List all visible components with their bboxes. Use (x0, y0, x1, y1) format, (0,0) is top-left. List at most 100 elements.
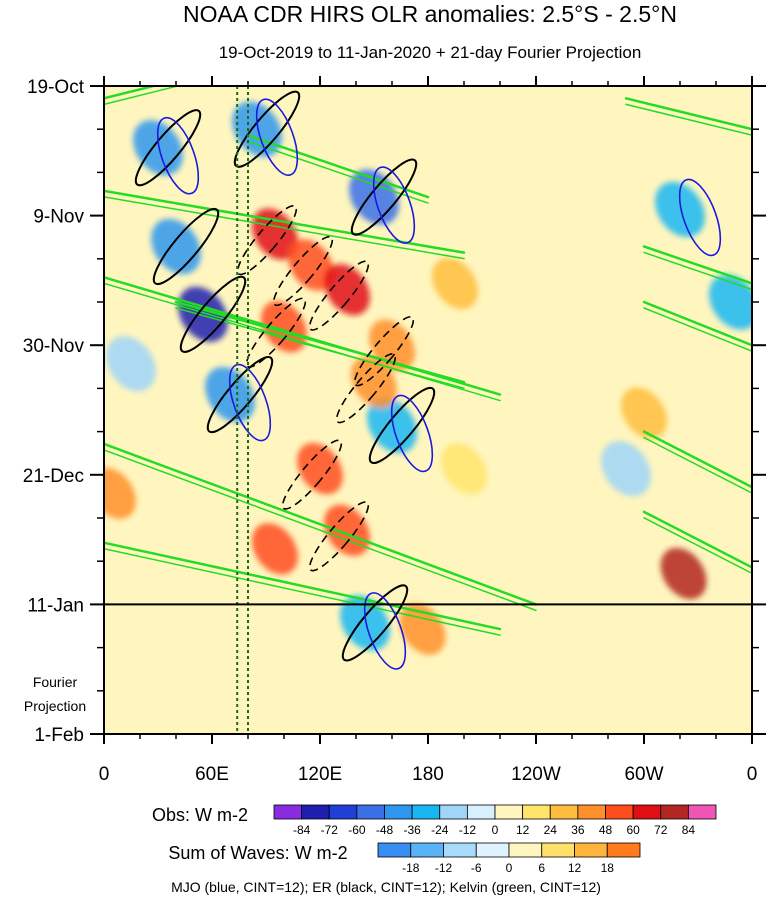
obs-colorbar-swatch (384, 804, 413, 820)
kelvin-contour (174, 300, 466, 384)
y-tick-label: 1-Feb (34, 725, 84, 746)
er-contour (206, 356, 274, 434)
waves-colorbar-swatch (475, 842, 510, 858)
er-contour (236, 205, 298, 276)
waves-colorbar-swatch (508, 842, 543, 858)
positive-anomaly-blob (441, 442, 487, 495)
x-tick-label: 180 (412, 764, 444, 785)
negative-anomaly-blob (133, 120, 183, 176)
waves-colorbar: -18 -12 -6 0 6 12 18 (377, 842, 641, 875)
kelvin-contour (104, 196, 465, 260)
obs-colorbar-swatch (301, 804, 330, 820)
waves-colorbar-label: Sum of Waves: W m-2 (168, 843, 347, 863)
y-tick-label: 19-Oct (27, 77, 85, 98)
obs-colorbar-swatch (549, 804, 579, 820)
obs-colorbar-swatch (660, 804, 689, 820)
negative-anomaly-blob (601, 441, 651, 497)
kelvin-contour (104, 442, 538, 606)
obs-colorbar-level-label: -24 (431, 823, 449, 837)
negative-anomaly-blob (655, 181, 705, 238)
kelvin-contour (643, 436, 752, 494)
obs-colorbar-level-label: 84 (682, 823, 696, 837)
kelvin-contour (643, 307, 752, 352)
wave-contours (104, 86, 752, 670)
obs-colorbar-swatch (411, 804, 441, 820)
kelvin-contour (246, 134, 430, 199)
er-contour (179, 275, 247, 353)
negative-anomaly-blob (151, 218, 201, 275)
waves-colorbar-level-label: -6 (471, 861, 482, 875)
kelvin-contour (104, 86, 181, 106)
er-contour (335, 353, 397, 424)
waves-colorbar-level-label: -12 (435, 861, 453, 875)
er-contour (152, 207, 220, 286)
mjo-contour (255, 98, 299, 176)
negative-anomaly-blob (205, 366, 255, 423)
obs-colorbar-swatch (632, 804, 662, 820)
waves-colorbar-level-label: 0 (506, 861, 513, 875)
obs-colorbar-swatch (522, 804, 551, 820)
obs-colorbar-level-label: 60 (626, 823, 640, 837)
reference-lines (236, 86, 249, 734)
waves-colorbar-swatch (377, 842, 412, 858)
chart-title: NOAA CDR HIRS OLR anomalies: 2.5°S - 2.5… (183, 1, 677, 27)
er-contour (134, 109, 202, 187)
obs-colorbar-level-label: -60 (348, 823, 366, 837)
obs-colorbar-swatch (439, 804, 468, 820)
x-tick-label: 120W (511, 764, 561, 785)
obs-colorbar-level-label: 0 (492, 823, 499, 837)
obs-colorbar: -84 -72 -60 -48 -36 -24 -12 0 12 24 36 48 60 72 84 (273, 804, 717, 837)
er-contour (272, 235, 334, 307)
positive-anomaly-blob (324, 504, 370, 556)
kelvin-contour (104, 282, 501, 402)
negative-anomaly-blob (178, 286, 228, 342)
er-contour (281, 439, 343, 510)
obs-colorbar-swatch (494, 804, 524, 820)
kelvin-contour (642, 430, 752, 489)
kelvin-contour (104, 86, 159, 100)
obs-colorbar-swatch (328, 804, 358, 820)
positive-anomaly-blob (104, 467, 136, 519)
kelvin-contour (247, 140, 429, 204)
x-tick-label: 0 (99, 764, 110, 785)
obs-colorbar-level-label: -84 (293, 823, 311, 837)
obs-colorbar-label: Obs: W m-2 (152, 805, 248, 825)
positive-anomaly-blob (324, 264, 370, 316)
waves-colorbar-level-label: 12 (568, 861, 582, 875)
kelvin-contour (643, 517, 752, 575)
waves-colorbar-swatch (606, 842, 641, 858)
obs-colorbar-swatch (466, 804, 496, 820)
positive-anomaly-blob (351, 356, 397, 408)
er-contour (245, 297, 307, 368)
mjo-contour (390, 394, 434, 473)
kelvin-contour (104, 541, 502, 631)
x-tick-label: 60W (624, 764, 663, 785)
er-contour (368, 386, 436, 464)
y-tick-label: 9-Nov (33, 207, 84, 228)
mjo-contour (678, 178, 722, 257)
anomaly-field (104, 101, 752, 655)
positive-anomaly-blob (432, 257, 478, 310)
obs-colorbar-level-label: 24 (544, 823, 558, 837)
er-contour (308, 501, 370, 572)
obs-colorbar-swatch (687, 804, 717, 820)
obs-colorbar-level-label: 48 (599, 823, 613, 837)
obs-colorbar-level-label: -48 (376, 823, 394, 837)
chart-subtitle: 19-Oct-2019 to 11-Jan-2020 + 21-day Four… (219, 43, 642, 62)
positive-anomaly-blob (252, 523, 298, 575)
waves-colorbar-swatch (410, 842, 444, 858)
kelvin-contour (624, 97, 752, 131)
obs-colorbar-level-label: 36 (571, 823, 585, 837)
x-tick-label: 120E (298, 764, 342, 785)
positive-anomaly-blob (660, 547, 707, 600)
obs-colorbar-level-label: -12 (459, 823, 477, 837)
er-contour (353, 316, 415, 387)
contours-caption: MJO (blue, CINT=12); ER (black, CINT=12)… (171, 879, 601, 895)
kelvin-contour (642, 510, 752, 569)
positive-anomaly-blob (297, 442, 343, 495)
obs-colorbar-swatch (577, 804, 606, 820)
x-tick-label: 0 (747, 764, 758, 785)
waves-colorbar-swatch (443, 842, 477, 858)
y-tick-label: 11-Jan (27, 595, 84, 616)
mjo-contour (372, 166, 416, 244)
